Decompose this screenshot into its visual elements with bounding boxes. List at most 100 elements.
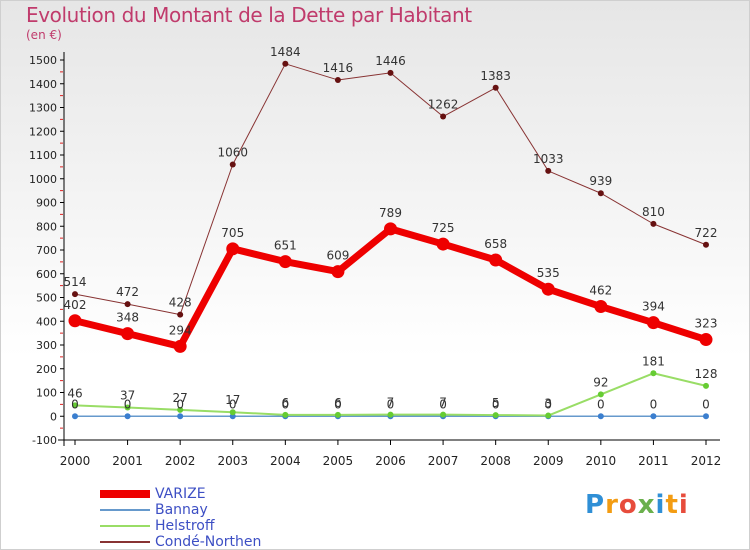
data-label: 0 bbox=[334, 397, 342, 411]
x-tick-label: 2005 bbox=[323, 454, 354, 468]
data-point bbox=[173, 339, 187, 353]
data-point bbox=[68, 314, 82, 328]
x-tick-label: 2004 bbox=[270, 454, 301, 468]
data-label: 725 bbox=[432, 221, 455, 235]
data-label: 0 bbox=[124, 397, 132, 411]
data-point bbox=[72, 413, 78, 420]
data-point bbox=[489, 253, 503, 267]
data-label: 1262 bbox=[428, 98, 459, 112]
x-tick-label: 2011 bbox=[638, 454, 669, 468]
data-label: 535 bbox=[537, 266, 560, 280]
data-point bbox=[646, 316, 660, 330]
data-point bbox=[384, 222, 397, 236]
data-point bbox=[541, 282, 555, 296]
data-point bbox=[703, 241, 709, 248]
y-tick-label: 1300 bbox=[29, 102, 57, 115]
data-label: 0 bbox=[439, 397, 447, 411]
data-point bbox=[703, 413, 709, 420]
data-point bbox=[177, 413, 184, 420]
data-label: 323 bbox=[695, 317, 718, 331]
y-tick-label: -100 bbox=[32, 434, 57, 447]
data-point bbox=[229, 409, 236, 416]
data-label: 1383 bbox=[480, 69, 511, 83]
data-label: 722 bbox=[695, 226, 718, 240]
data-point bbox=[436, 237, 450, 251]
data-label: 46 bbox=[67, 386, 82, 400]
data-point bbox=[699, 333, 713, 347]
y-tick-label: 1400 bbox=[29, 78, 57, 91]
data-point bbox=[440, 113, 447, 120]
x-tick-label: 2001 bbox=[112, 454, 143, 468]
data-label: 705 bbox=[221, 226, 244, 240]
axes: -100010020030040050060070080090010001100… bbox=[29, 52, 721, 468]
data-label: 348 bbox=[116, 311, 139, 325]
data-label: 658 bbox=[484, 237, 507, 251]
y-tick-label: 800 bbox=[36, 220, 57, 233]
data-point bbox=[282, 60, 289, 67]
x-tick-label: 2003 bbox=[217, 454, 248, 468]
chart-title: Evolution du Montant de la Dette par Hab… bbox=[26, 3, 472, 27]
y-tick-label: 1000 bbox=[29, 173, 57, 186]
data-point bbox=[177, 311, 184, 318]
brand-logo: Proxiti bbox=[585, 490, 689, 520]
data-label: 7 bbox=[439, 396, 447, 410]
data-point bbox=[278, 255, 292, 269]
y-tick-label: 1200 bbox=[29, 125, 57, 138]
data-label: 0 bbox=[544, 397, 552, 411]
legend-swatch bbox=[100, 541, 150, 543]
data-label: 92 bbox=[593, 375, 608, 389]
x-tick-label: 2009 bbox=[533, 454, 564, 468]
data-point bbox=[545, 167, 552, 174]
legend-label: Helstroff bbox=[155, 518, 215, 534]
data-point bbox=[650, 370, 657, 377]
x-tick-label: 2000 bbox=[60, 454, 91, 468]
data-label: 128 bbox=[695, 367, 718, 381]
data-label: 1060 bbox=[217, 146, 248, 160]
data-label: 1416 bbox=[323, 61, 354, 75]
data-label: 514 bbox=[64, 275, 87, 289]
data-label: 1484 bbox=[270, 45, 301, 59]
data-label: 428 bbox=[169, 296, 192, 310]
data-label: 472 bbox=[116, 285, 139, 299]
x-tick-label: 2002 bbox=[165, 454, 196, 468]
data-point bbox=[72, 291, 78, 298]
y-tick-label: 100 bbox=[36, 387, 57, 400]
legend-swatch bbox=[100, 490, 150, 498]
data-point bbox=[334, 76, 341, 83]
data-point bbox=[387, 411, 394, 418]
data-point bbox=[703, 382, 709, 389]
data-label: 462 bbox=[589, 284, 612, 298]
data-label: 609 bbox=[326, 249, 349, 263]
data-point bbox=[124, 301, 131, 308]
series-line bbox=[74, 63, 707, 316]
x-tick-label: 2007 bbox=[428, 454, 459, 468]
y-tick-label: 1100 bbox=[29, 149, 57, 162]
y-tick-label: 500 bbox=[36, 292, 57, 305]
data-label: 1033 bbox=[533, 152, 564, 166]
data-label: 7 bbox=[387, 396, 395, 410]
data-point bbox=[650, 413, 657, 420]
data-label: 810 bbox=[642, 205, 665, 219]
data-point bbox=[597, 413, 604, 420]
y-tick-label: 0 bbox=[50, 410, 57, 423]
data-point bbox=[440, 411, 447, 418]
legend-swatch bbox=[100, 525, 150, 527]
data-point bbox=[334, 411, 341, 418]
data-label: 6 bbox=[282, 396, 290, 410]
data-point bbox=[650, 220, 657, 227]
data-point bbox=[594, 300, 608, 314]
data-label: 402 bbox=[64, 298, 87, 312]
data-label: 294 bbox=[169, 323, 192, 337]
data-label: 0 bbox=[702, 397, 710, 411]
data-point bbox=[226, 242, 240, 256]
data-point bbox=[331, 265, 345, 279]
y-tick-label: 300 bbox=[36, 339, 57, 352]
data-label: 651 bbox=[274, 239, 297, 253]
x-tick-label: 2010 bbox=[586, 454, 617, 468]
x-tick-label: 2006 bbox=[375, 454, 406, 468]
data-label: 0 bbox=[71, 397, 79, 411]
data-label: 37 bbox=[120, 388, 135, 402]
data-label: 0 bbox=[492, 397, 500, 411]
